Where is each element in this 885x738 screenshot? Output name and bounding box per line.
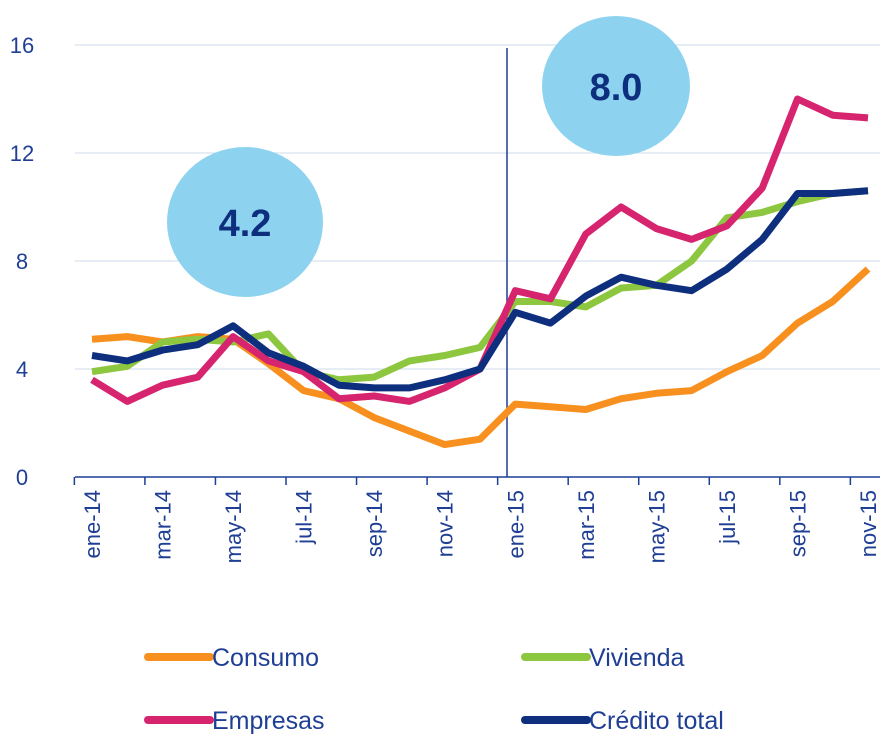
legend-label: Vivienda [589,644,685,672]
x-tick-label: mar-15 [574,490,599,560]
x-tick-label: ene-14 [80,490,105,559]
annotation-bubble [167,147,323,297]
legend-label: Consumo [212,644,319,672]
annotation: 8.0 [590,67,643,109]
x-tick-label: ene-15 [503,490,528,559]
x-tick-label: sep-15 [785,490,810,557]
y-tick-label: 4 [16,357,28,382]
legend-label: Crédito total [589,707,724,735]
series-line [91,187,869,392]
legend-label: Empresas [212,707,325,735]
annotation: 4.2 [219,203,272,245]
annotation-bubble [542,16,690,156]
x-tick-label: nov-15 [856,490,881,557]
y-tick-label: 0 [16,465,28,490]
x-tick-label: may-14 [221,490,246,563]
y-tick-label: 16 [10,33,34,58]
x-tick-label: sep-14 [362,490,387,557]
y-tick-label: 12 [10,141,34,166]
x-tick-label: jul-15 [715,490,740,545]
y-tick-label: 8 [16,249,28,274]
x-tick-label: mar-14 [151,490,176,560]
x-tick-label: jul-14 [292,490,317,545]
series-line [91,266,871,449]
x-tick-label: nov-14 [433,490,458,557]
x-tick-label: may-15 [644,490,669,563]
